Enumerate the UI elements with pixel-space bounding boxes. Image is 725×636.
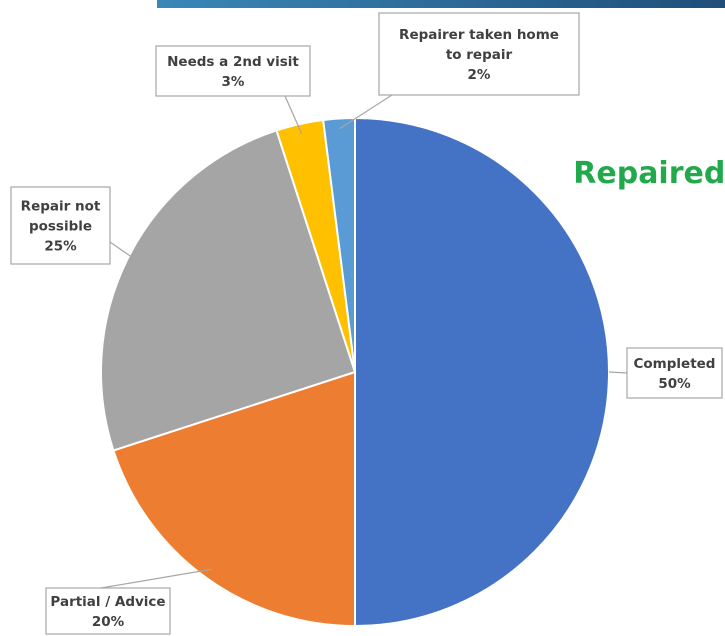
callout-leaders xyxy=(100,94,628,589)
callout-box xyxy=(378,12,580,96)
pie-slices xyxy=(100,116,610,628)
callouts: Completed 50% Partial / Advice 20% Repair no… xyxy=(10,12,723,635)
callout-leader-line xyxy=(109,241,139,262)
pie-slice-repair-not-possible xyxy=(100,129,357,452)
callout-category-label: Repairer taken home xyxy=(399,27,559,43)
top-accent-bar xyxy=(157,0,725,8)
callout-leader-line xyxy=(608,371,628,374)
callout-category-label: Completed xyxy=(634,356,716,372)
pie-slice-completed xyxy=(354,116,610,628)
callout-category-label: possible xyxy=(29,219,92,235)
callout-category-label: to repair xyxy=(446,47,513,63)
callout-partial-advice: Partial / Advice 20% xyxy=(45,587,171,635)
callout-value-label: 25% xyxy=(44,239,77,255)
callout-repairer-taken-home-to-repair: Repairer taken home to repair 2% xyxy=(378,12,580,96)
callout-leader-line xyxy=(339,94,393,130)
callout-value-label: 2% xyxy=(468,67,491,83)
callout-box xyxy=(10,186,111,265)
chart-title: Repaired? xyxy=(573,156,725,191)
callout-leader-line xyxy=(284,95,303,135)
callout-value-label: 20% xyxy=(92,614,125,630)
callout-value-label: 3% xyxy=(222,74,245,90)
callout-needs-a-2nd-visit: Needs a 2nd visit 3% xyxy=(155,45,311,97)
callout-category-label: Needs a 2nd visit xyxy=(167,54,299,70)
callout-category-label: Repair not xyxy=(21,199,101,215)
callout-category-label: Partial / Advice xyxy=(50,594,165,610)
callout-value-label: 50% xyxy=(658,376,691,392)
callout-box xyxy=(626,347,723,399)
callout-repair-not-possible: Repair not possible 25% xyxy=(10,186,111,265)
callout-box xyxy=(45,587,171,635)
pie-slice-repairer-taken-home-to-repair xyxy=(322,116,356,373)
callout-box xyxy=(155,45,311,97)
callout-leader-line xyxy=(100,568,212,589)
callout-completed: Completed 50% xyxy=(626,347,723,399)
pie-slice-partial-advice xyxy=(112,370,356,628)
